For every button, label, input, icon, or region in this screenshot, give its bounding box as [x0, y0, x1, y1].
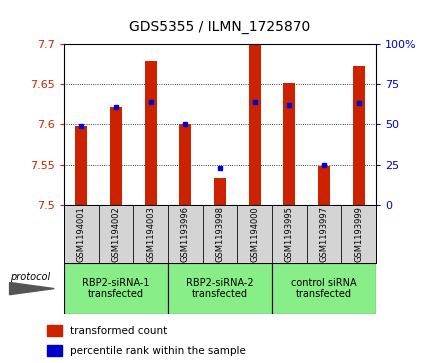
Polygon shape [10, 282, 54, 295]
Bar [110, 107, 122, 205]
Bar [64, 263, 168, 314]
Text: RBP2-siRNA-1
transfected: RBP2-siRNA-1 transfected [82, 278, 150, 299]
Text: control siRNA
transfected: control siRNA transfected [291, 278, 357, 299]
Bar [168, 205, 203, 263]
Bar [249, 44, 261, 205]
Text: GSM1193999: GSM1193999 [354, 206, 363, 262]
Text: RBP2-siRNA-2
transfected: RBP2-siRNA-2 transfected [186, 278, 254, 299]
Bar [272, 263, 376, 314]
Text: GSM1194002: GSM1194002 [111, 206, 121, 262]
Text: GSM1193996: GSM1193996 [181, 206, 190, 262]
Text: GDS5355 / ILMN_1725870: GDS5355 / ILMN_1725870 [129, 20, 311, 34]
Bar [64, 205, 99, 263]
Bar [75, 126, 87, 205]
Text: GSM1194000: GSM1194000 [250, 206, 259, 262]
Text: GSM1193997: GSM1193997 [319, 206, 329, 262]
Bar [353, 66, 365, 205]
Text: GSM1193998: GSM1193998 [216, 206, 224, 262]
Bar [214, 179, 226, 205]
Bar [307, 205, 341, 263]
Bar [133, 205, 168, 263]
Bar [318, 166, 330, 205]
Text: GSM1194001: GSM1194001 [77, 206, 86, 262]
Bar [341, 205, 376, 263]
Bar [237, 205, 272, 263]
Bar [47, 325, 62, 336]
Bar [272, 205, 307, 263]
Bar [168, 263, 272, 314]
Text: percentile rank within the sample: percentile rank within the sample [70, 346, 246, 356]
Bar [203, 205, 237, 263]
Text: transformed count: transformed count [70, 326, 167, 336]
Bar [144, 61, 157, 205]
Bar [283, 83, 296, 205]
Text: protocol: protocol [10, 272, 50, 282]
Text: GSM1194003: GSM1194003 [146, 206, 155, 262]
Bar [47, 345, 62, 356]
Bar [179, 123, 191, 205]
Bar [99, 205, 133, 263]
Text: GSM1193995: GSM1193995 [285, 206, 294, 262]
